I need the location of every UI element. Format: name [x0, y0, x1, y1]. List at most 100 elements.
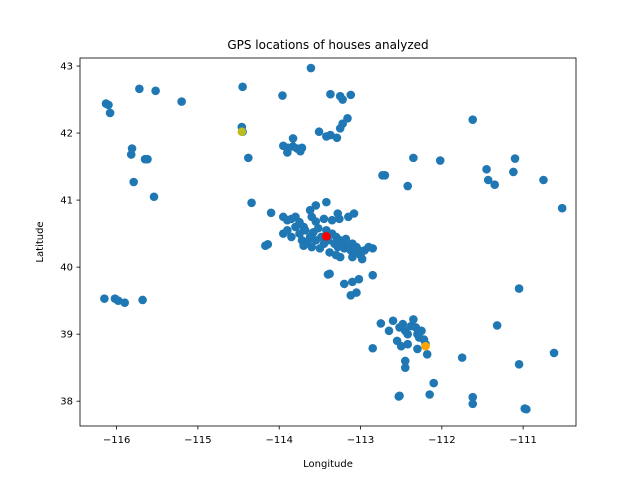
house-point	[468, 115, 478, 124]
house-point	[127, 144, 137, 153]
house-point	[400, 356, 410, 366]
house-point	[120, 298, 130, 307]
house-point	[557, 203, 567, 213]
house-point	[335, 252, 345, 262]
house-point	[425, 390, 434, 399]
house-point	[335, 124, 345, 133]
house-point	[327, 215, 337, 225]
house-point	[311, 201, 321, 210]
house-point	[549, 348, 559, 358]
house-point	[338, 95, 347, 104]
house-point	[403, 339, 412, 349]
house-point	[403, 181, 412, 191]
x-axis: −116 −115 −114 −113 −112 −111	[103, 426, 537, 446]
y-axis-label: Latitude	[35, 221, 46, 262]
house-point	[326, 130, 335, 140]
house-point	[311, 217, 321, 226]
house-point	[398, 319, 408, 329]
house-point	[492, 321, 502, 330]
x-tick-label: −114	[265, 435, 292, 446]
x-axis-label: Longitude	[303, 459, 353, 470]
y-tick-label: 42	[60, 129, 73, 140]
house-point	[322, 197, 331, 207]
house-point	[422, 349, 432, 359]
house-point	[300, 225, 310, 235]
house-point	[306, 63, 316, 73]
house-point	[238, 82, 247, 92]
house-point	[368, 244, 378, 253]
house-point	[283, 225, 292, 235]
house-point	[429, 378, 439, 388]
house-point	[339, 279, 349, 289]
house-point	[354, 274, 364, 284]
house-point	[100, 294, 109, 303]
house-point	[522, 404, 531, 414]
x-tick-label: −115	[184, 435, 211, 446]
house-point	[315, 244, 325, 253]
house-point	[247, 198, 256, 208]
y-tick-label: 43	[60, 62, 73, 73]
house-point	[296, 146, 305, 156]
house-point	[335, 214, 344, 224]
house-point	[263, 240, 273, 249]
house-point	[291, 222, 300, 232]
x-tick-label: −111	[509, 435, 536, 446]
y-tick-label: 40	[60, 263, 73, 274]
house-point	[435, 156, 445, 165]
y-axis: 38 39 40 41 42 43	[60, 62, 80, 408]
house-point	[346, 90, 356, 100]
house-point	[409, 315, 418, 324]
house-point	[348, 277, 357, 287]
house-point	[113, 296, 123, 305]
house-point	[299, 241, 308, 250]
house-point	[395, 391, 404, 401]
plot-area-frame	[79, 57, 577, 427]
house-point	[319, 214, 329, 224]
house-point	[135, 84, 144, 94]
house-point	[376, 319, 386, 328]
house-point	[151, 86, 160, 96]
house-point	[283, 148, 292, 157]
house-point	[413, 344, 422, 354]
house-point	[514, 360, 524, 369]
house-point	[384, 326, 394, 336]
highlighted-point	[421, 341, 430, 351]
house-point	[514, 284, 524, 293]
house-point	[400, 363, 410, 372]
house-point	[313, 223, 323, 233]
highlighted-point	[322, 232, 331, 241]
house-point	[409, 153, 418, 163]
house-point	[510, 154, 520, 163]
house-point	[368, 270, 378, 280]
house-point	[368, 343, 378, 353]
house-point	[457, 353, 467, 362]
house-point	[288, 134, 298, 143]
house-point	[244, 153, 253, 163]
house-point	[325, 269, 334, 279]
house-point	[468, 399, 478, 409]
house-point	[468, 392, 478, 402]
house-point	[143, 154, 152, 164]
house-point	[138, 295, 147, 305]
house-point	[305, 205, 315, 215]
house-point	[349, 209, 359, 218]
house-point	[509, 167, 518, 177]
house-point	[325, 248, 334, 257]
house-point	[417, 326, 426, 336]
house-point	[314, 127, 324, 137]
house-point	[104, 100, 113, 110]
house-point	[380, 171, 390, 180]
house-point	[149, 192, 159, 202]
house-point	[177, 97, 186, 106]
x-tick-label: −112	[428, 435, 455, 446]
points-layer	[100, 63, 567, 414]
highlighted-point	[237, 127, 247, 137]
y-tick-label: 38	[60, 397, 73, 408]
house-point	[346, 290, 356, 300]
house-point	[490, 180, 499, 189]
house-point	[483, 175, 493, 185]
house-point	[326, 89, 335, 99]
house-point	[388, 316, 398, 326]
house-point	[287, 232, 296, 242]
